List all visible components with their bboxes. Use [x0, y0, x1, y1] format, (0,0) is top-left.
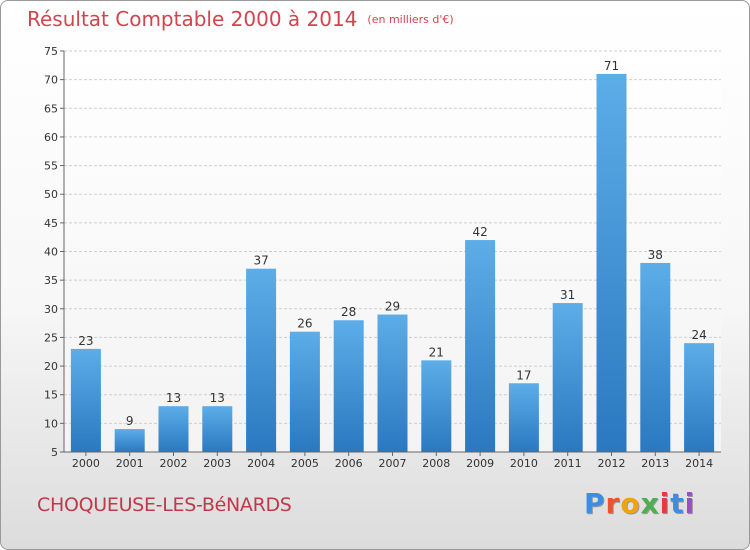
bar-2004 [246, 268, 277, 452]
value-label: 21 [429, 345, 444, 359]
bar-2000 [70, 348, 101, 452]
value-label: 28 [341, 305, 356, 319]
bar-2013 [640, 262, 671, 452]
value-label: 17 [516, 368, 531, 382]
x-tick-label: 2014 [685, 457, 713, 470]
x-tick-label: 2012 [598, 457, 626, 470]
chart-title: Résultat Comptable 2000 à 2014 (en millie… [27, 7, 454, 31]
y-tick-label: 5 [51, 446, 58, 459]
value-label: 37 [253, 254, 268, 268]
value-label: 71 [604, 59, 619, 73]
y-tick-label: 15 [44, 389, 58, 402]
bar-2007 [377, 314, 408, 452]
logo-letter: x [640, 487, 660, 520]
x-tick-label: 2000 [72, 457, 100, 470]
bar-2011 [552, 303, 583, 452]
x-tick-label: 2013 [641, 457, 669, 470]
chart-title-text: Résultat Comptable 2000 à 2014 [27, 7, 358, 31]
y-tick-label: 30 [44, 303, 58, 316]
y-tick-label: 60 [44, 131, 58, 144]
y-tick-label: 10 [44, 417, 58, 430]
x-tick-label: 2001 [116, 457, 144, 470]
value-label: 31 [560, 288, 575, 302]
y-tick-label: 70 [44, 74, 58, 87]
y-tick-label: 50 [44, 188, 58, 201]
bar-2014 [684, 343, 715, 452]
logo-letter: i [684, 487, 696, 520]
y-tick-label: 65 [44, 102, 58, 115]
chart-unit-label: (en milliers d'€) [367, 13, 454, 26]
y-tick-label: 75 [44, 45, 58, 58]
y-tick-label: 25 [44, 331, 58, 344]
proxiti-logo: Proxiti [584, 487, 695, 520]
bars: 23 9 13 13 37 26 28 29 21 42 17 31 71 38 24 [70, 59, 715, 453]
y-tick-label: 40 [44, 246, 58, 259]
value-label: 42 [472, 225, 487, 239]
x-tick-label: 2011 [554, 457, 582, 470]
bar-2010 [508, 383, 539, 452]
value-label: 13 [210, 391, 225, 405]
y-tick-label: 20 [44, 360, 58, 373]
bar-2005 [289, 331, 320, 452]
bar-2002 [158, 406, 189, 452]
logo-letter: r [605, 487, 621, 520]
logo-letter: t [670, 487, 685, 520]
value-label: 26 [297, 317, 312, 331]
town-name: CHOQUEUSE-LES-BéNARDS [37, 494, 292, 516]
value-label: 9 [126, 414, 134, 428]
logo-letter: i [659, 487, 671, 520]
value-label: 13 [166, 391, 181, 405]
x-tick-label: 2009 [466, 457, 494, 470]
y-axis: 5 10 15 20 25 30 35 40 45 50 55 60 65 70 75 [44, 45, 65, 459]
bar-2003 [202, 406, 233, 452]
value-label: 29 [385, 300, 400, 314]
x-tick-label: 2003 [203, 457, 231, 470]
value-label: 23 [78, 334, 93, 348]
x-tick-label: 2008 [422, 457, 450, 470]
y-tick-label: 45 [44, 217, 58, 230]
x-tick-label: 2002 [160, 457, 188, 470]
x-tick-label: 2007 [379, 457, 407, 470]
x-tick-label: 2004 [247, 457, 275, 470]
logo-letter: o [620, 487, 641, 520]
x-axis: 2000 2001 2002 2003 2004 2005 2006 2007 2008 2009… [64, 451, 721, 470]
bar-2012 [596, 73, 627, 453]
bar-2001 [114, 429, 145, 452]
logo-letter: P [584, 487, 606, 520]
x-tick-label: 2006 [335, 457, 363, 470]
x-tick-label: 2010 [510, 457, 538, 470]
bar-2008 [421, 360, 452, 452]
bar-2006 [333, 320, 364, 452]
x-tick-label: 2005 [291, 457, 319, 470]
value-label: 24 [691, 328, 706, 342]
y-tick-label: 35 [44, 274, 58, 287]
bar-2009 [465, 240, 496, 452]
y-tick-label: 55 [44, 160, 58, 173]
value-label: 38 [648, 248, 663, 262]
